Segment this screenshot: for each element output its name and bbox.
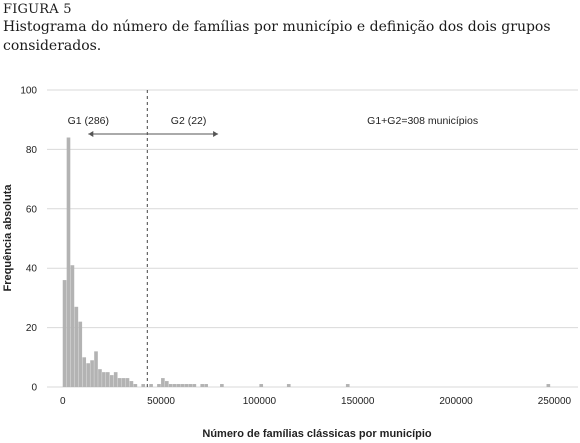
histogram-bar (113, 372, 118, 387)
histogram-bars (62, 137, 551, 387)
x-tick-label: 50000 (147, 396, 175, 407)
histogram-bar (70, 265, 75, 387)
histogram-bar (168, 384, 173, 387)
histogram-bar (141, 384, 146, 387)
x-tick-label: 0 (60, 396, 66, 407)
histogram-bar (188, 384, 193, 387)
histogram-bar (220, 384, 224, 387)
y-tick-label: 60 (26, 204, 38, 215)
histogram-bar (157, 384, 161, 387)
x-tick-label: 200000 (439, 396, 473, 407)
histogram-bar (165, 381, 169, 387)
arrow-head-left (88, 131, 94, 137)
histogram-bar (121, 378, 126, 387)
histogram-bar (98, 369, 102, 387)
histogram-bar (106, 372, 110, 387)
histogram-bar (286, 384, 291, 387)
histogram-bar (94, 351, 98, 387)
histogram-bar (82, 357, 87, 387)
y-tick-label: 20 (26, 323, 38, 334)
figure-title: Histograma do número de famílias por mun… (3, 19, 551, 54)
axes: 0 20 40 60 80 100 0 50000 100000 150000 200000 2500… (20, 86, 571, 408)
g1-label: G1 (286) (68, 115, 109, 127)
g2-label: G2 (22) (171, 115, 207, 127)
group-arrow (88, 131, 219, 137)
histogram-bar (117, 378, 122, 387)
arrow-head-right (213, 131, 219, 137)
histogram-bar (259, 384, 264, 387)
histogram-bar (192, 384, 197, 387)
histogram-bar (66, 137, 71, 387)
y-axis-title: Frequência absoluta (2, 184, 14, 292)
histogram-bar (102, 372, 106, 387)
histogram-bar (149, 384, 153, 387)
histogram-bar (129, 381, 134, 387)
histogram-bar (161, 378, 165, 387)
histogram-bar (62, 280, 67, 387)
histogram-bar (345, 384, 350, 387)
histogram-bar (204, 384, 208, 387)
histogram-bar (90, 360, 94, 387)
histogram-bar (180, 384, 185, 387)
x-tick-label: 100000 (243, 396, 277, 407)
figure-label: FIGURA 5 (3, 2, 72, 17)
histogram-bar (133, 384, 138, 387)
histogram-bar (546, 384, 551, 387)
annotations: G1 (286) G2 (22) G1+G2=308 municípios (68, 90, 478, 387)
gridlines (47, 89, 578, 388)
x-tick-label: 250000 (538, 396, 572, 407)
histogram-bar (125, 378, 130, 387)
histogram-bar (200, 384, 205, 387)
y-tick-label: 80 (26, 145, 38, 156)
total-label: G1+G2=308 municípios (367, 115, 478, 127)
histogram-bar (78, 321, 83, 387)
histogram-bar (172, 384, 177, 387)
x-tick-label: 150000 (341, 396, 375, 407)
histogram-bar (109, 375, 114, 387)
histogram-bar (86, 363, 90, 387)
y-tick-label: 100 (20, 86, 37, 97)
histogram-bar (176, 384, 181, 387)
y-tick-label: 40 (26, 264, 38, 275)
histogram-bar (184, 384, 189, 387)
x-axis-title: Número de famílias clássicas por municíp… (202, 428, 432, 440)
y-tick-label: 0 (31, 383, 37, 394)
histogram-bar (74, 306, 79, 387)
